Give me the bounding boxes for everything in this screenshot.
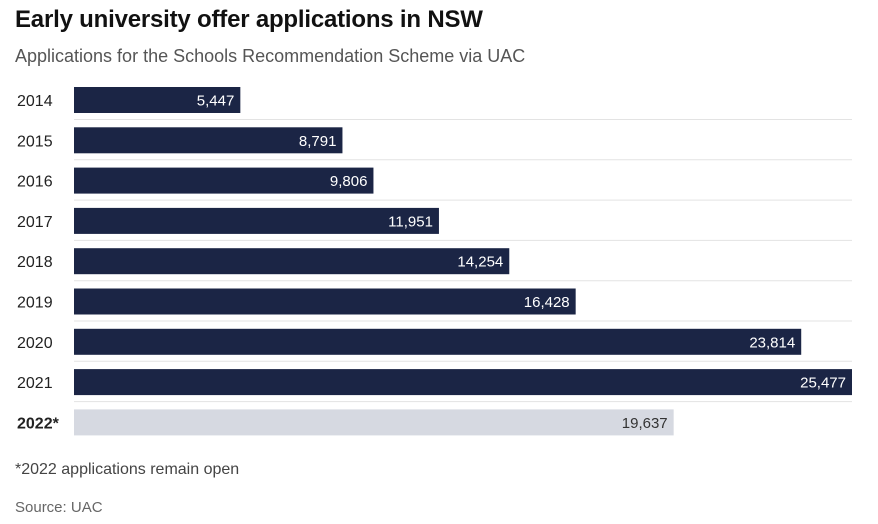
- data-label: 19,637: [622, 415, 668, 432]
- data-label: 25,477: [800, 375, 846, 392]
- data-label: 8,791: [299, 133, 337, 150]
- chart-subtitle: Applications for the Schools Recommendat…: [15, 46, 526, 66]
- category-label: 2017: [17, 214, 53, 231]
- category-label: 2016: [17, 174, 53, 191]
- bar: [74, 248, 510, 275]
- bar: [74, 288, 576, 315]
- chart-footnote: *2022 applications remain open: [15, 461, 240, 478]
- category-label: 2014: [17, 93, 53, 110]
- category-label: 2018: [17, 254, 53, 271]
- data-label: 9,806: [330, 173, 368, 190]
- category-label: 2020: [17, 335, 53, 352]
- bar: [74, 127, 343, 154]
- category-label: 2019: [17, 295, 53, 312]
- category-label: 2015: [17, 133, 53, 150]
- category-label: 2021: [17, 375, 53, 392]
- data-label: 5,447: [197, 93, 235, 110]
- data-label: 11,951: [388, 213, 433, 230]
- data-label: 14,254: [457, 254, 503, 271]
- bar-chart: 2014 5,447 2015 8,791 2016 9,806 2017 11,951 201…: [17, 87, 852, 436]
- bar: [74, 369, 852, 396]
- category-label: 2022*: [17, 415, 60, 432]
- chart-source: Source: UAC: [15, 499, 103, 516]
- bar: [74, 87, 241, 113]
- chart-title: Early university offer applications in N…: [15, 6, 483, 33]
- bar: [74, 409, 674, 436]
- bar: [74, 328, 802, 355]
- data-label: 16,428: [524, 294, 570, 311]
- bar: [74, 207, 439, 234]
- data-label: 23,814: [749, 334, 795, 351]
- bar: [74, 167, 374, 194]
